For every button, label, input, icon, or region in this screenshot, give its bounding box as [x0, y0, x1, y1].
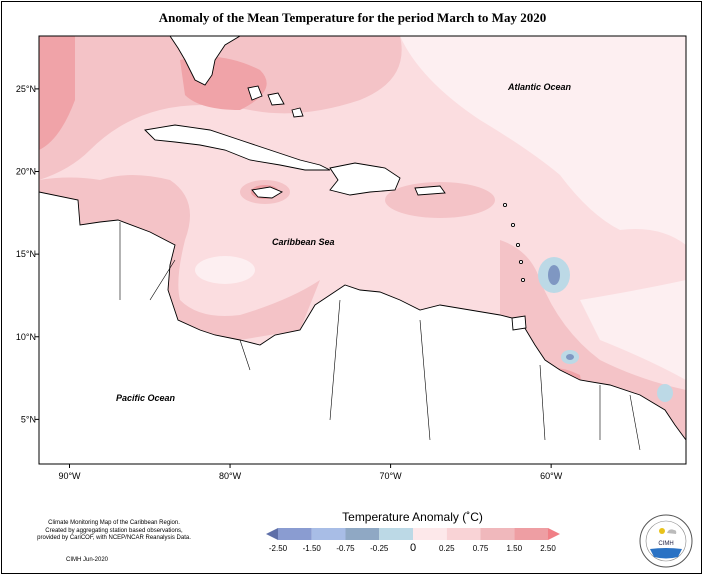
- legend-swatch: [480, 528, 515, 540]
- land-antilles-1: [502, 202, 508, 208]
- label-caribbean-sea: Caribbean Sea: [272, 237, 335, 247]
- land-jamaica: [251, 186, 283, 199]
- lon-tick-label: 60°W: [540, 471, 563, 481]
- map-title: Anomaly of the Mean Temperature for the …: [158, 10, 547, 25]
- credit-date: CIMH Jun-2020: [66, 557, 109, 563]
- lon-tick-label: 70°W: [380, 471, 403, 481]
- land-bahamas-1: [247, 85, 263, 101]
- lat-tick-label: 15°N: [16, 249, 36, 259]
- lon-tick-label: 90°W: [58, 471, 81, 481]
- anomaly-zone-neg-windward-core: [548, 265, 560, 285]
- legend-tick-label: -0.25: [370, 544, 389, 553]
- land-bahamas-3: [291, 107, 304, 118]
- legend-swatch: [413, 528, 447, 540]
- legend-tick-label: -2.50: [269, 544, 288, 553]
- legend-tick-label: 2.50: [540, 544, 556, 553]
- country-borders: [119, 222, 641, 451]
- anomaly-zone-mid-north: [39, 36, 402, 180]
- label-pacific-ocean: Pacific Ocean: [116, 393, 176, 403]
- legend-tick-label: 1.50: [506, 544, 522, 553]
- label-atlantic-ocean: Atlantic Ocean: [507, 82, 572, 92]
- lat-tick-label: 20°N: [16, 167, 36, 177]
- credit-line: Climate Monitoring Map of the Caribbean …: [48, 520, 180, 526]
- lon-axis: 90°W 80°W 70°W 60°W: [58, 464, 563, 481]
- legend-swatch: [446, 528, 481, 540]
- land-antilles-3: [515, 242, 521, 248]
- anomaly-zone-low-central: [195, 256, 255, 284]
- legend-swatch: [548, 528, 560, 540]
- logo-text: CIMH: [658, 541, 673, 547]
- legend-swatch: [514, 528, 548, 540]
- lat-tick-label: 10°N: [16, 332, 36, 342]
- sun-icon: [659, 528, 665, 534]
- land-cuba: [144, 124, 331, 171]
- legend-swatch: [379, 528, 413, 540]
- anomaly-zone-high-gulf: [39, 36, 75, 150]
- cloud-icon: [667, 529, 677, 534]
- cimh-logo-icon: CIMH: [639, 514, 693, 568]
- legend-swatch: [311, 528, 346, 540]
- map-border: [38, 35, 687, 465]
- legend-swatch: [278, 528, 312, 540]
- legend-tick-label: -0.75: [336, 544, 355, 553]
- anomaly-zone-neg-cayenne: [657, 384, 673, 402]
- land-antilles-2: [510, 222, 516, 228]
- land-antilles-4: [518, 259, 524, 265]
- anomaly-zone-mid-antilles: [385, 182, 495, 218]
- land-florida: [169, 36, 241, 86]
- legend-colorbar: -2.50 -1.50 -0.75 -0.25 0 0.25 0.75 1.50 2.50: [266, 528, 560, 554]
- lat-tick-label: 25°N: [16, 84, 36, 94]
- credit-line: Created by aggregating station based obs…: [45, 527, 183, 534]
- land-mainland: [39, 191, 686, 464]
- legend-tick-label: -1.50: [303, 544, 322, 553]
- legend-tick-label: 0.75: [473, 544, 489, 553]
- legend-title: Temperature Anomaly (˚C): [342, 510, 483, 524]
- land-masses: [39, 36, 686, 464]
- lat-axis: 25°N 20°N 15°N 10°N 5°N: [16, 84, 39, 424]
- anomaly-zone-low-east: [580, 280, 686, 380]
- anomaly-zone-neg-trinidad-core: [566, 354, 574, 360]
- land-puerto-rico: [414, 185, 446, 196]
- credit-line: provided by CariCOF, with NCEP/NCAR Rean…: [37, 535, 191, 541]
- legend-swatch: [345, 528, 380, 540]
- legend-swatch: [266, 528, 278, 540]
- credit-text: Climate Monitoring Map of the Caribbean …: [14, 520, 214, 543]
- anomaly-zone-low-atlantic: [400, 36, 686, 245]
- land-antilles-5: [520, 277, 526, 283]
- wave-icon: [650, 548, 682, 559]
- land-trinidad: [511, 315, 527, 331]
- land-bahamas-2: [267, 92, 285, 106]
- legend-tick-label: 0: [410, 542, 416, 554]
- land-hispaniola: [329, 162, 401, 196]
- lat-tick-label: 5°N: [21, 414, 36, 424]
- lon-tick-label: 80°W: [219, 471, 242, 481]
- legend-tick-label: 0.25: [439, 544, 455, 553]
